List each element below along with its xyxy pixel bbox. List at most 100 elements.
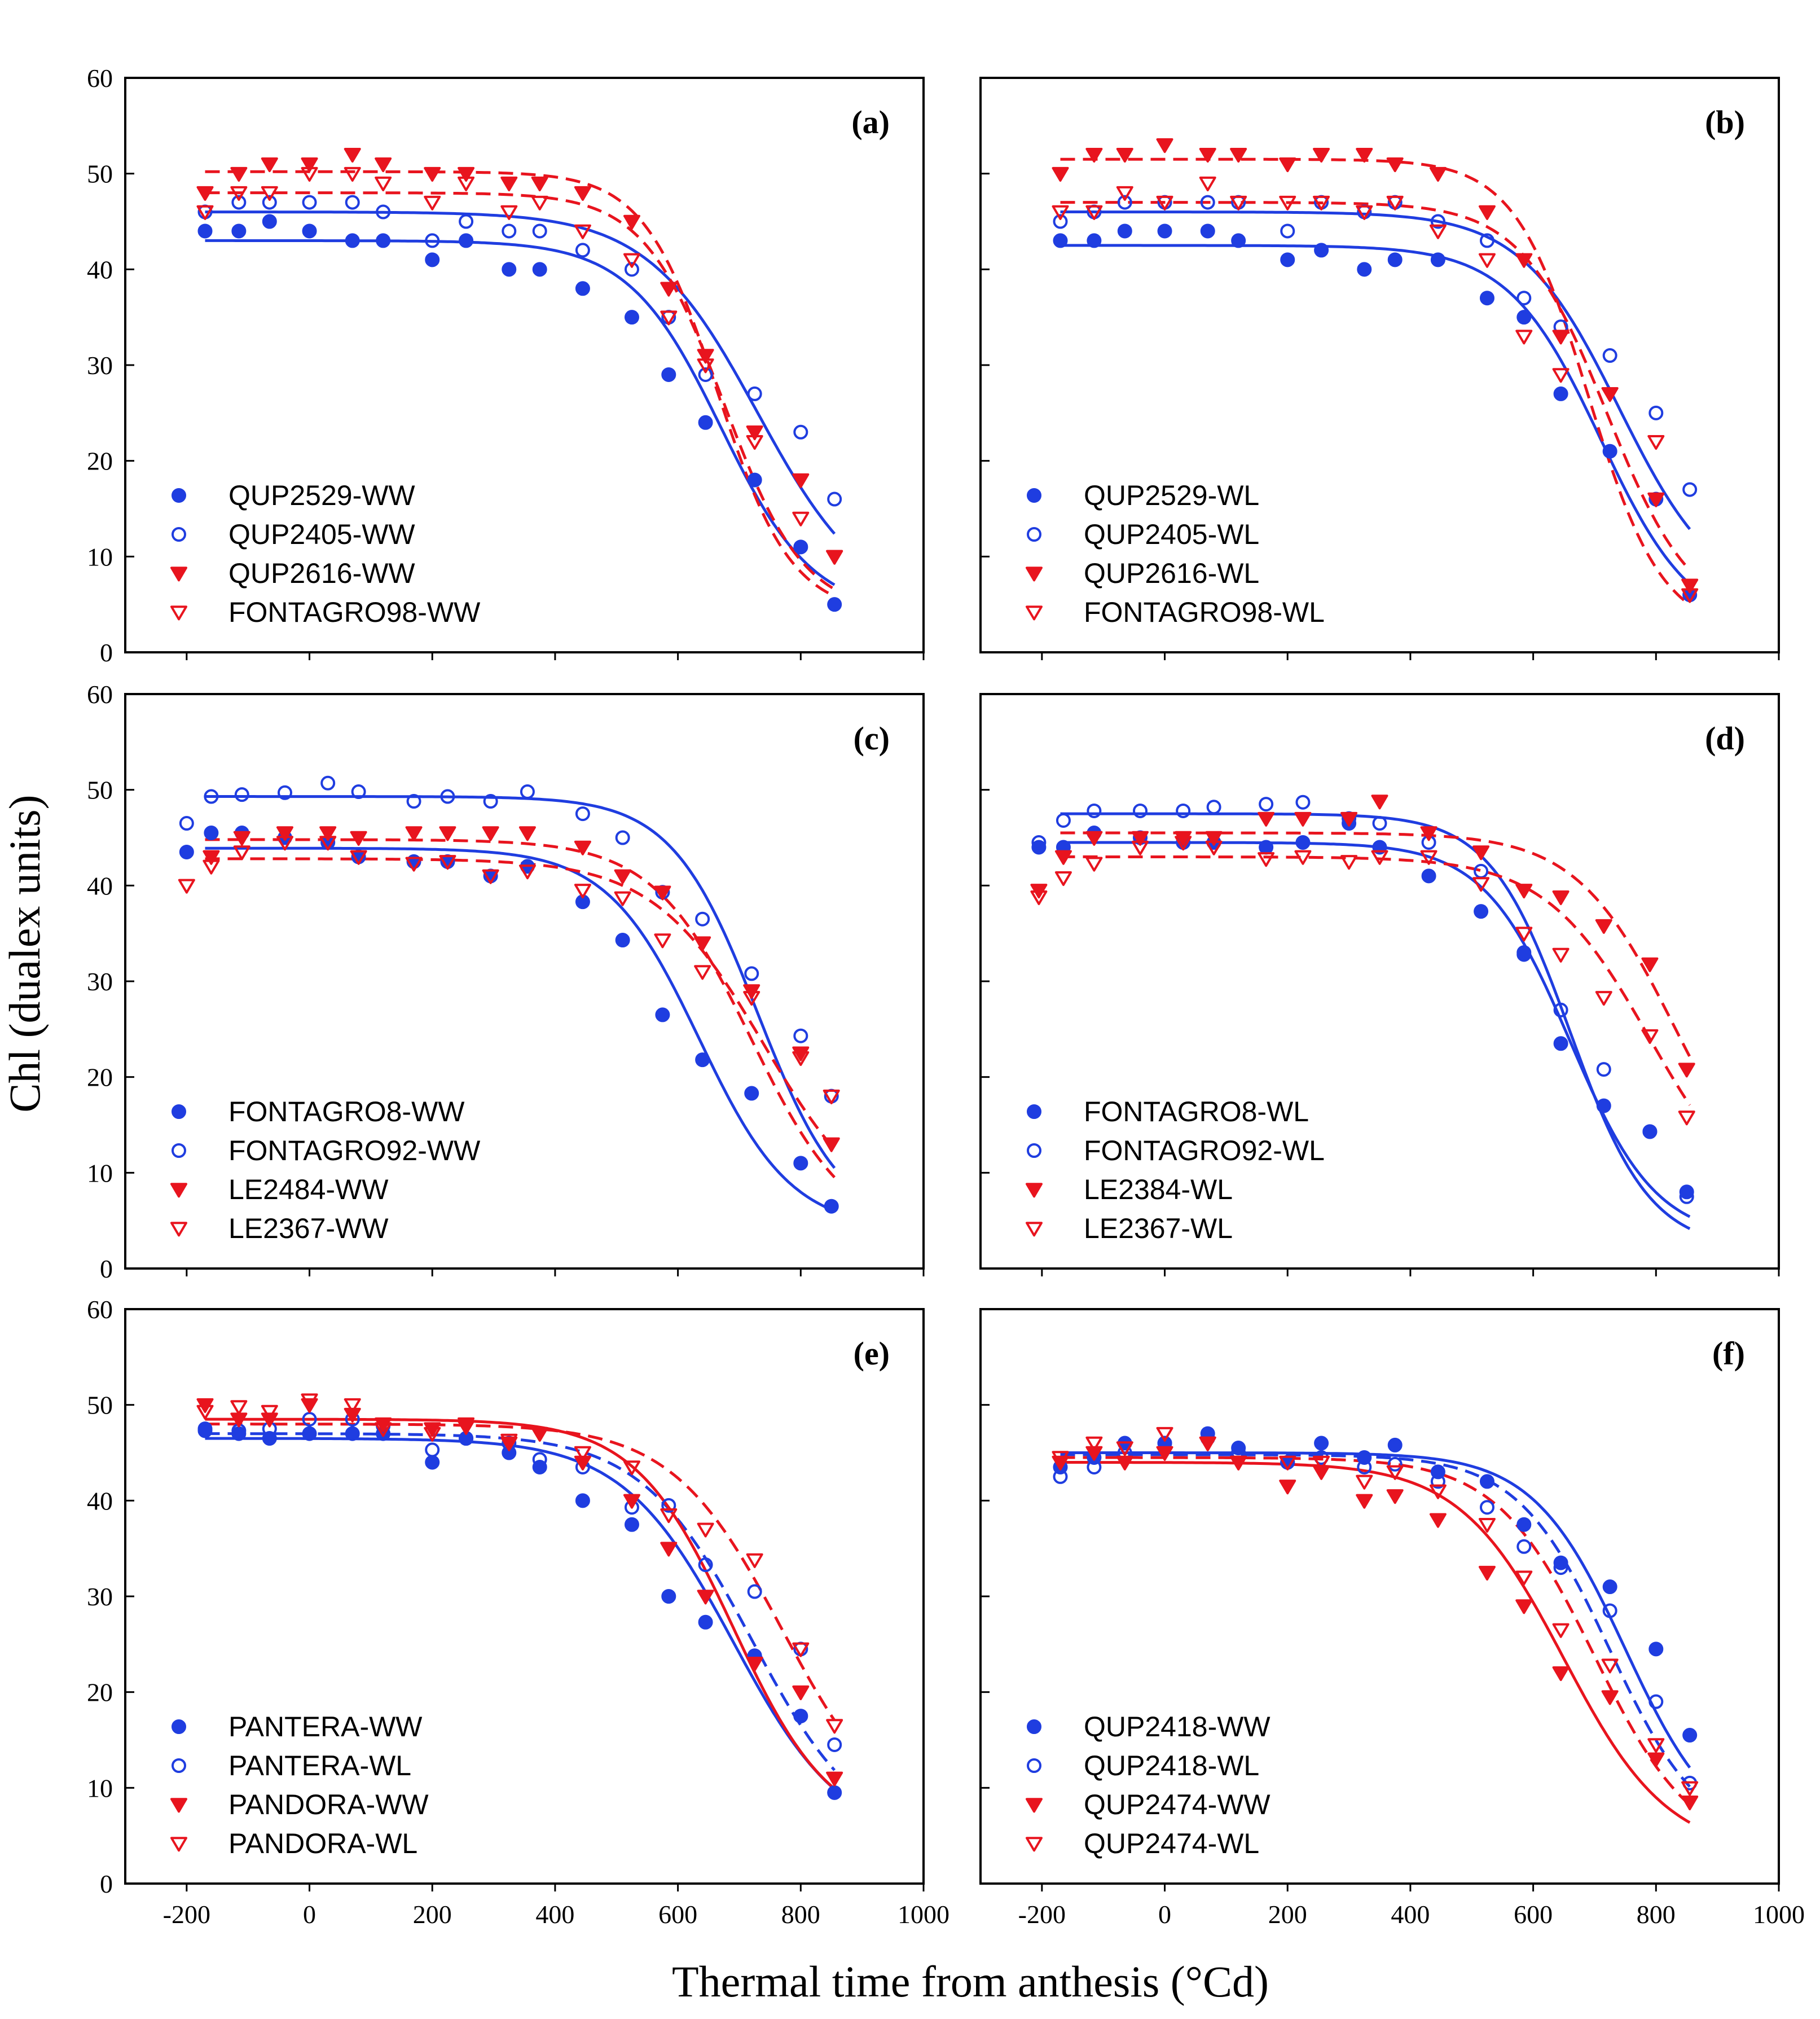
- data-point: [1642, 1124, 1658, 1139]
- data-point: [623, 1494, 640, 1509]
- data-point: [1647, 492, 1665, 507]
- data-point: [1200, 223, 1215, 239]
- series-4-points: [1052, 176, 1699, 603]
- x-tick-label: 400: [535, 1900, 574, 1929]
- data-point: [1516, 291, 1532, 306]
- data-point: [1117, 223, 1132, 239]
- data-point: [1085, 147, 1103, 163]
- data-point: [1116, 147, 1133, 163]
- data-point: [459, 233, 474, 248]
- data-point: [230, 166, 248, 182]
- data-point: [1478, 1565, 1496, 1581]
- data-point: [1515, 1599, 1533, 1614]
- fit-curve-3: [1060, 831, 1691, 1057]
- panel-label: (b): [1705, 104, 1745, 141]
- data-point: [1602, 1603, 1617, 1618]
- y-tick-label: 0: [100, 638, 113, 667]
- data-point: [196, 205, 214, 220]
- data-point: [1515, 884, 1533, 899]
- data-point: [747, 386, 762, 401]
- y-tick-label: 20: [87, 1678, 113, 1707]
- data-point: [1340, 811, 1358, 827]
- data-point: [1430, 252, 1445, 267]
- legend-marker: [172, 488, 186, 503]
- data-point: [1031, 835, 1047, 850]
- legend-label: PANDORA-WW: [228, 1789, 429, 1820]
- legend-marker: [1026, 1222, 1043, 1237]
- data-point: [823, 1089, 840, 1104]
- data-point: [793, 1028, 808, 1043]
- data-point: [697, 358, 714, 374]
- legend-label: PANTERA-WL: [228, 1750, 411, 1781]
- data-point: [614, 869, 631, 884]
- data-point: [425, 252, 440, 267]
- data-point: [744, 966, 759, 981]
- data-point: [1085, 205, 1103, 220]
- legend-marker: [1026, 1837, 1043, 1852]
- legend-label: QUP2474-WW: [1084, 1789, 1271, 1820]
- y-axis-title: Chl (dualex units): [0, 795, 49, 1112]
- data-point: [792, 473, 810, 488]
- data-point: [1295, 835, 1311, 850]
- data-point: [575, 243, 590, 258]
- fit-curve-3: [205, 838, 836, 1179]
- data-point: [1279, 157, 1296, 173]
- legend: FONTAGRO8-WL FONTAGRO92-WL LE2384-WL LE2367…: [1026, 1096, 1325, 1244]
- data-point: [197, 223, 213, 239]
- x-tick-label: 600: [1514, 1900, 1553, 1929]
- data-point: [424, 1422, 441, 1437]
- data-point: [425, 1455, 440, 1470]
- data-point: [574, 186, 591, 201]
- data-point: [1313, 1465, 1330, 1480]
- panel-label: (a): [851, 104, 890, 141]
- data-point: [376, 233, 391, 248]
- data-point: [459, 214, 474, 229]
- y-tick-label: 60: [87, 64, 113, 93]
- data-point: [747, 1584, 762, 1599]
- data-point: [458, 1420, 475, 1436]
- data-point: [1479, 233, 1494, 248]
- x-tick-label: 200: [1268, 1900, 1307, 1929]
- series-4-points: [196, 166, 843, 565]
- data-point: [1641, 1029, 1659, 1044]
- fit-curve-3: [1060, 157, 1691, 606]
- data-point: [440, 789, 455, 804]
- data-point: [196, 186, 214, 201]
- data-point: [375, 176, 392, 191]
- legend: QUP2529-WW QUP2405-WW QUP2616-WW FONTAGRO98…: [170, 480, 481, 628]
- data-point: [1314, 1436, 1329, 1451]
- y-tick-label: 0: [100, 1254, 113, 1283]
- legend-marker: [172, 1719, 186, 1734]
- data-point: [204, 826, 219, 841]
- data-point: [698, 1557, 713, 1573]
- data-point: [1516, 1517, 1532, 1532]
- data-point: [520, 784, 535, 800]
- y-tick-label: 40: [87, 1486, 113, 1515]
- data-point: [1199, 1436, 1216, 1451]
- data-point: [1386, 157, 1404, 173]
- data-point: [574, 884, 591, 899]
- data-point: [179, 816, 194, 831]
- data-point: [439, 826, 456, 841]
- chart-panel-4: (d) FONTAGRO8-WL FONTAGRO92-WL LE2384-WL LE2…: [979, 693, 1780, 1276]
- data-point: [1280, 252, 1295, 267]
- fit-curve-4: [205, 1423, 836, 1722]
- data-point: [1602, 444, 1617, 459]
- data-point: [1647, 1738, 1665, 1753]
- data-point: [1053, 214, 1068, 229]
- data-point: [698, 415, 713, 430]
- data-point: [1371, 850, 1388, 865]
- data-point: [826, 550, 843, 565]
- data-point: [654, 933, 671, 949]
- data-point: [344, 1398, 361, 1414]
- data-point: [1515, 330, 1533, 345]
- legend-marker: [170, 1837, 187, 1852]
- data-point: [1175, 836, 1192, 851]
- legend-marker: [1027, 1719, 1041, 1734]
- data-point: [1156, 138, 1173, 153]
- data-point: [1199, 147, 1216, 163]
- x-tick-label: -200: [1018, 1900, 1066, 1929]
- fit-curve-4: [1060, 201, 1691, 572]
- fit-curve-1: [205, 239, 836, 586]
